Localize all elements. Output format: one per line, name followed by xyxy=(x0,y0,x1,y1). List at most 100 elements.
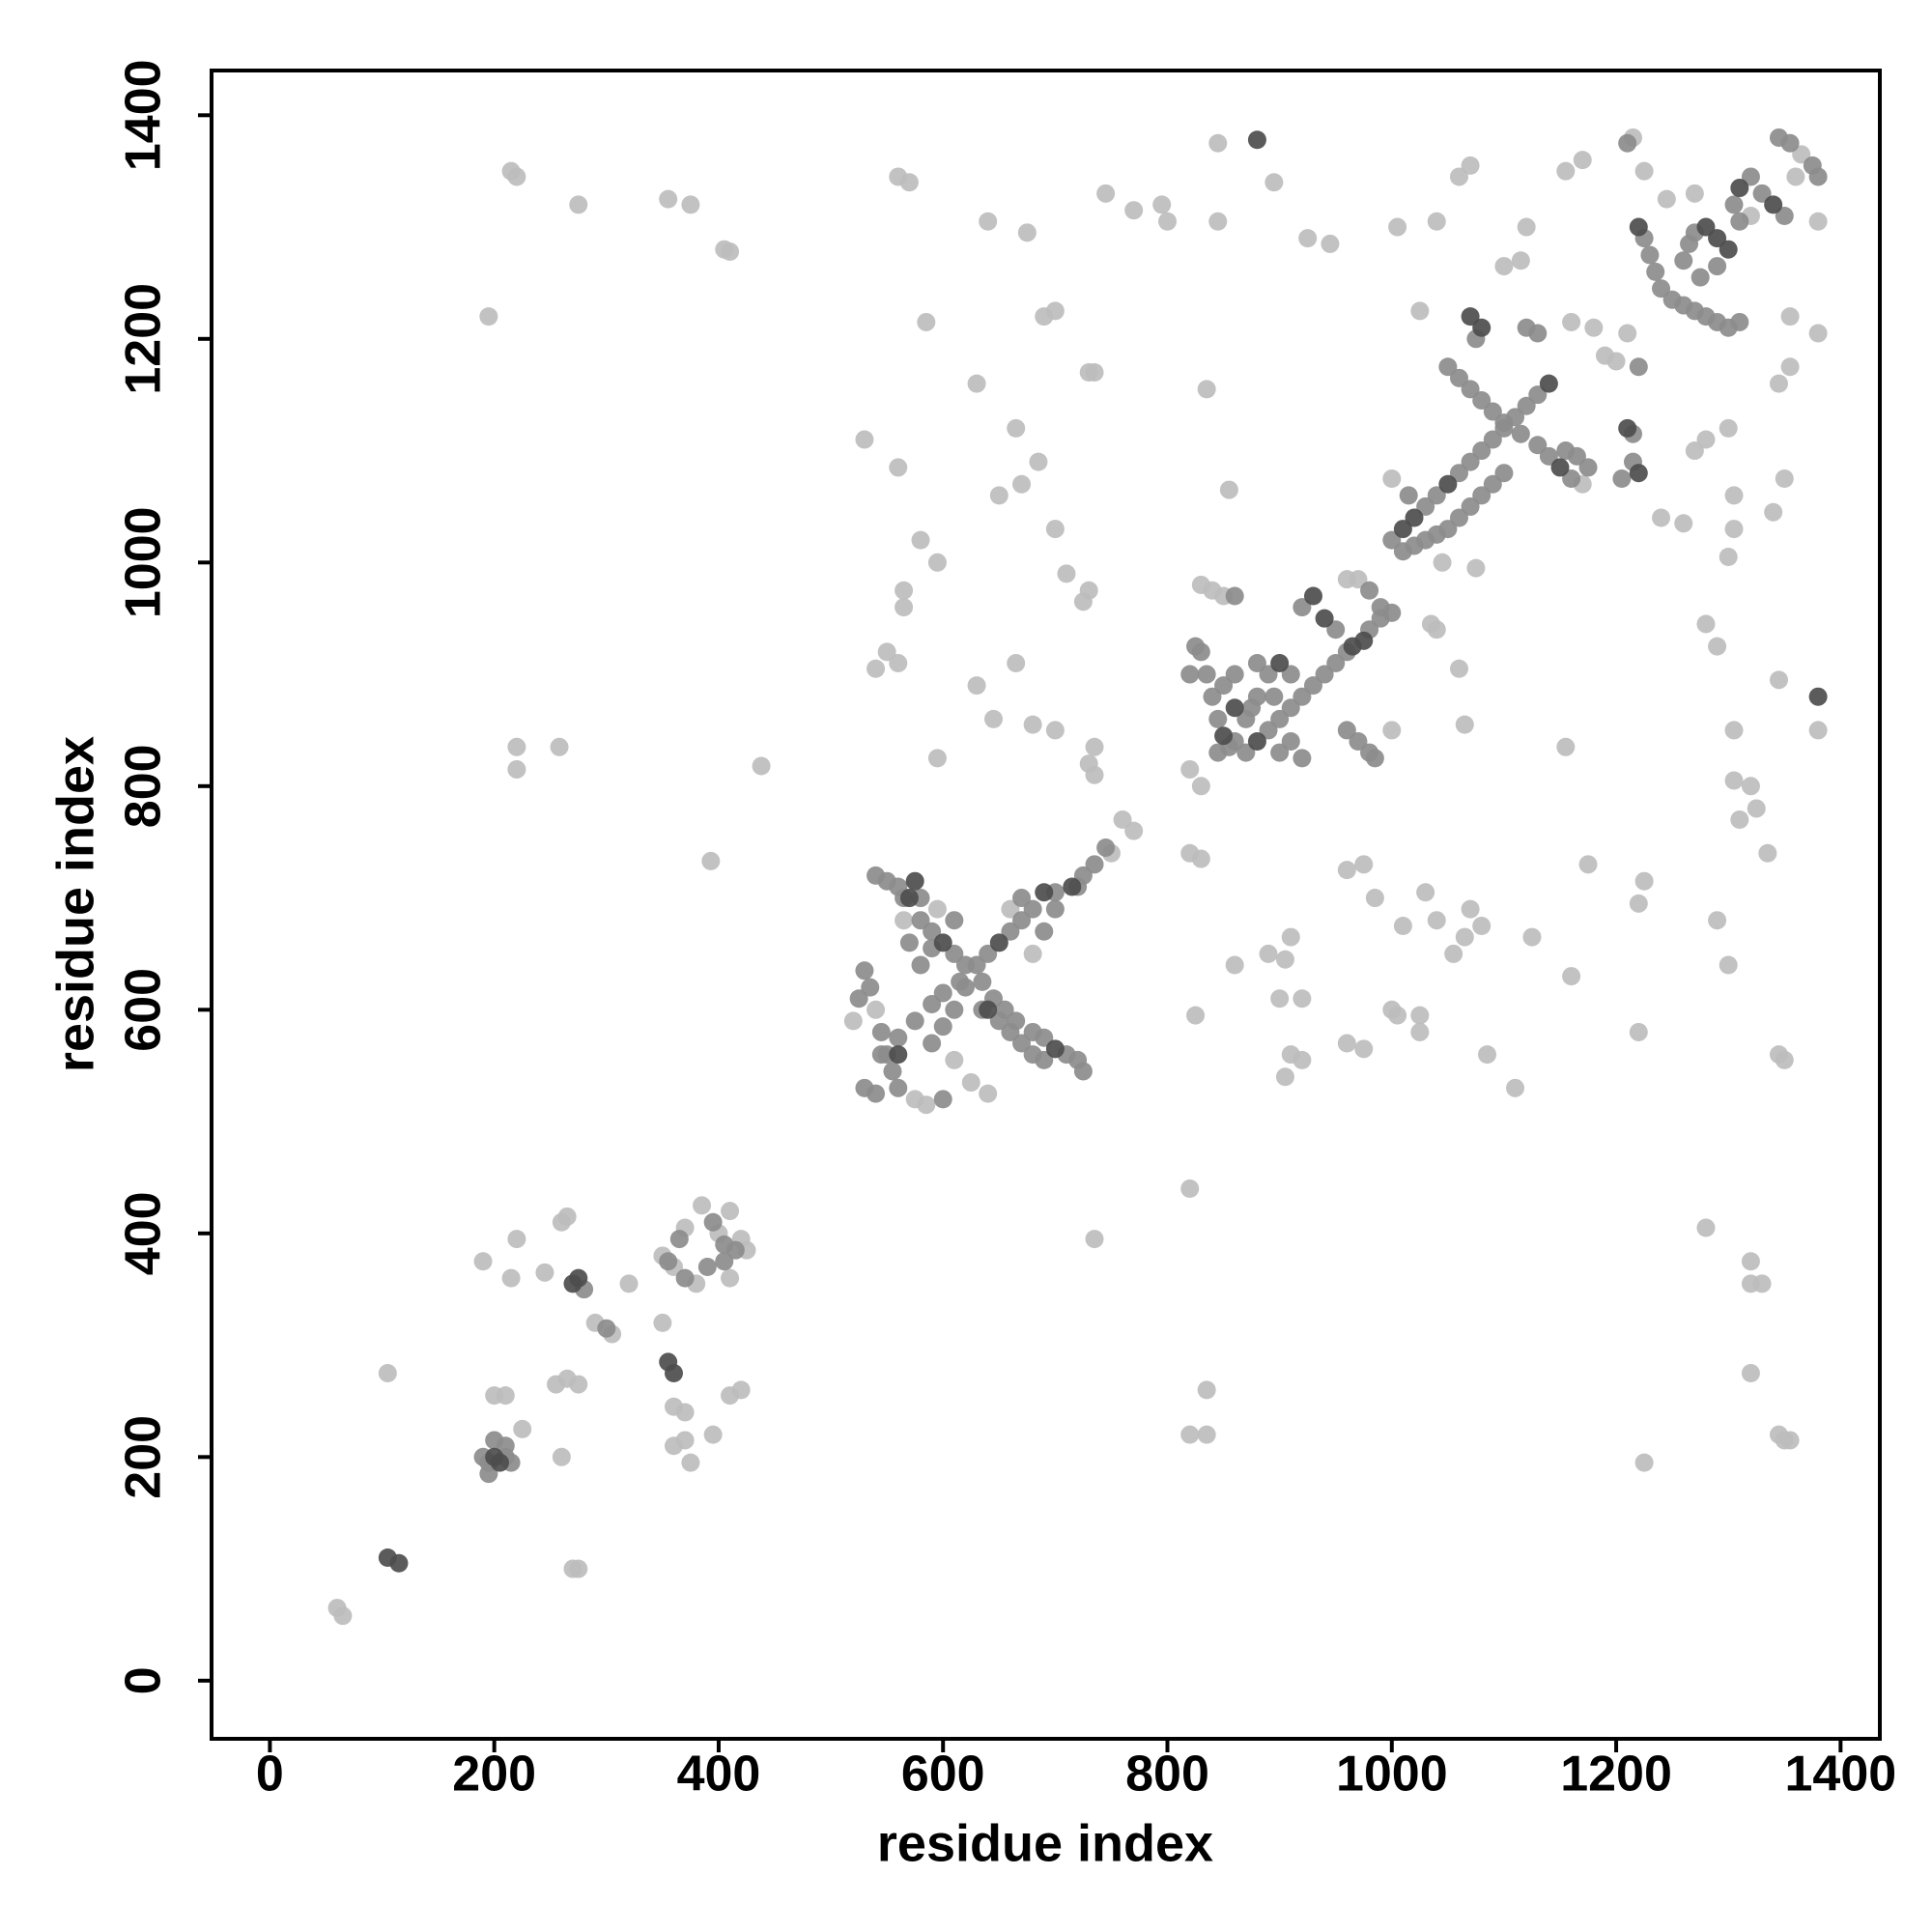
point xyxy=(1281,927,1300,947)
point xyxy=(1747,799,1766,818)
point xyxy=(1696,1218,1716,1237)
point xyxy=(1808,721,1828,740)
point xyxy=(923,1034,942,1053)
point xyxy=(1724,771,1744,790)
point xyxy=(1730,179,1749,198)
point xyxy=(1186,1006,1206,1025)
point xyxy=(1455,927,1474,947)
y-tick-label: 1200 xyxy=(116,283,172,395)
point xyxy=(1461,899,1480,919)
point xyxy=(1752,184,1772,203)
point xyxy=(1180,1425,1200,1444)
x-tick-label: 400 xyxy=(677,1747,761,1803)
point xyxy=(1012,911,1032,930)
point xyxy=(1298,229,1318,248)
point xyxy=(967,374,986,393)
point xyxy=(1214,726,1234,746)
point xyxy=(1293,989,1312,1009)
point xyxy=(1225,698,1244,718)
point xyxy=(945,1000,964,1019)
point xyxy=(1045,1039,1065,1059)
point xyxy=(1786,167,1805,186)
point xyxy=(1674,514,1693,533)
point xyxy=(1472,390,1492,410)
point xyxy=(1522,927,1542,947)
point xyxy=(1203,687,1222,706)
point xyxy=(1354,1039,1374,1059)
point xyxy=(752,756,771,776)
point xyxy=(889,653,908,672)
point xyxy=(1023,899,1042,919)
point xyxy=(1208,709,1228,728)
point xyxy=(1517,396,1536,415)
point xyxy=(1063,877,1082,896)
point xyxy=(1045,721,1065,740)
point xyxy=(1007,418,1026,438)
point xyxy=(1382,721,1402,740)
point xyxy=(1539,374,1558,393)
point xyxy=(1264,173,1284,192)
point xyxy=(1281,665,1300,684)
point xyxy=(979,944,998,963)
point xyxy=(1618,418,1637,438)
point xyxy=(933,983,952,1003)
point xyxy=(1780,133,1800,153)
point xyxy=(1085,855,1104,874)
point xyxy=(1730,212,1749,231)
point xyxy=(1096,838,1116,857)
point xyxy=(1029,452,1048,471)
point xyxy=(1393,916,1412,935)
point xyxy=(1719,240,1738,259)
point xyxy=(496,1436,515,1456)
point xyxy=(1270,743,1290,762)
point xyxy=(1270,989,1290,1009)
point xyxy=(1578,855,1598,874)
point xyxy=(1528,385,1548,405)
point xyxy=(1085,1230,1104,1249)
point xyxy=(1444,944,1463,963)
point xyxy=(1191,849,1210,868)
point xyxy=(1191,777,1210,796)
point xyxy=(1399,486,1418,505)
point xyxy=(877,642,896,662)
point xyxy=(1775,1050,1794,1069)
y-tick-label: 800 xyxy=(116,744,172,828)
point xyxy=(1293,749,1312,768)
point xyxy=(1550,458,1570,477)
y-axis-label: residue index xyxy=(46,736,104,1072)
point xyxy=(664,1363,683,1382)
y-tick-label: 0 xyxy=(116,1666,172,1694)
point xyxy=(1315,609,1334,628)
point xyxy=(1696,217,1716,237)
point xyxy=(1764,502,1783,522)
point xyxy=(1225,955,1244,975)
point xyxy=(1225,665,1244,684)
point xyxy=(927,899,947,919)
point xyxy=(1438,520,1458,539)
point xyxy=(895,911,914,930)
point xyxy=(867,1000,886,1019)
point xyxy=(1769,670,1788,690)
x-tick-label: 200 xyxy=(452,1747,536,1803)
point xyxy=(1657,189,1676,209)
point xyxy=(889,1078,908,1097)
point xyxy=(1562,967,1581,986)
point xyxy=(1225,586,1244,606)
point xyxy=(1191,642,1210,662)
point xyxy=(905,871,924,891)
point xyxy=(855,961,874,980)
point xyxy=(1483,474,1502,494)
point xyxy=(1808,324,1828,343)
point xyxy=(1371,598,1390,617)
point xyxy=(1708,229,1727,248)
x-tick-label: 600 xyxy=(901,1747,985,1803)
point xyxy=(1007,653,1026,672)
point xyxy=(1421,614,1440,634)
point xyxy=(1808,167,1828,186)
point xyxy=(597,1319,616,1338)
point xyxy=(871,1022,891,1041)
point xyxy=(1634,871,1654,891)
point xyxy=(1461,156,1480,175)
point xyxy=(1214,676,1234,696)
point xyxy=(1741,777,1760,796)
